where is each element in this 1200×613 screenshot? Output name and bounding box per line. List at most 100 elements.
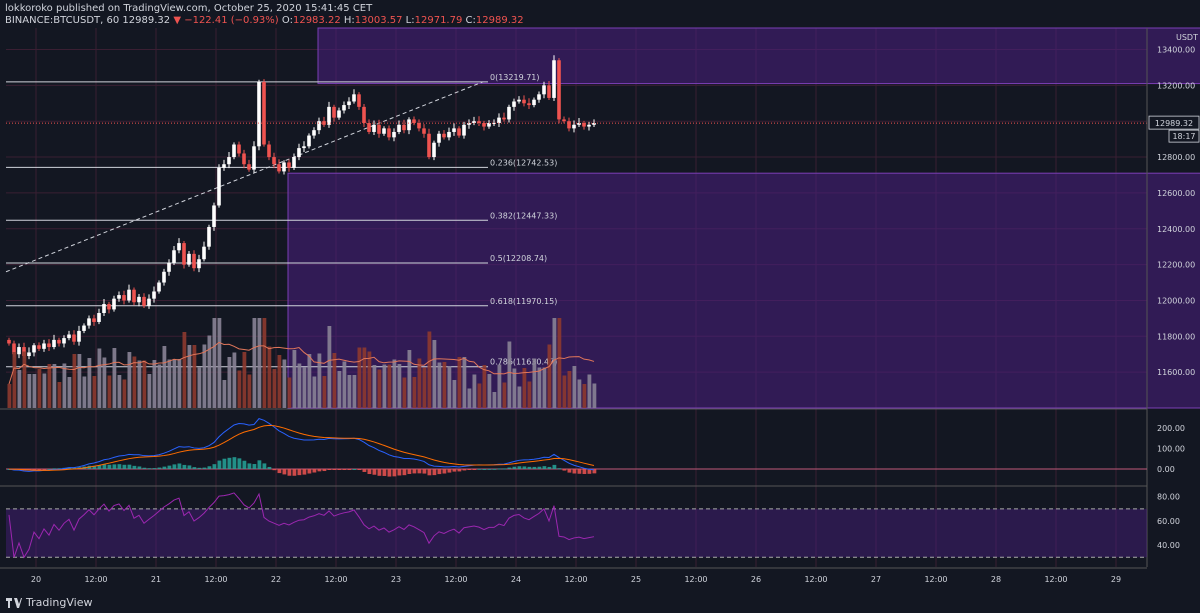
volume-bar [22,351,27,408]
symbol-name[interactable]: BINANCE:BTCUSDT, 60 [5,15,120,26]
macd-histogram-bar [417,469,422,474]
candle-body [457,128,461,136]
volume-bar [522,368,527,408]
time-axis-label: 21 [151,575,161,584]
candle-body [177,243,181,251]
time-axis-label: 25 [631,575,641,584]
time-axis-label: 12:00 [684,575,707,584]
macd-histogram-bar [267,466,272,469]
candle-body [477,121,481,123]
volume-bar [162,346,167,408]
volume-bar [12,352,17,408]
candle-body [287,162,291,168]
volume-bar [367,351,372,408]
candle-body [422,128,426,134]
volume-bar [32,374,37,408]
volume-bar [452,380,457,408]
time-axis-label: 12:00 [204,575,227,584]
candle-body [437,133,441,143]
candle-body [222,164,226,168]
volume-bar [267,346,272,408]
volume-bar [27,374,32,408]
macd-histogram-bar [287,469,292,476]
fib-level-label: 0.5(12208.74) [490,254,547,263]
volume-bar [207,335,212,408]
time-axis-label: 12:00 [924,575,947,584]
volume-bar [537,367,542,408]
price-axis-label: 13200.00 [1157,81,1195,90]
macd-histogram-bar [147,468,152,470]
volume-bar [132,356,137,408]
candle-body [427,133,431,158]
volume-bar [252,318,257,408]
candle-body [517,99,521,102]
volume-bar [517,386,522,408]
candle-body [282,162,286,172]
macd-histogram-bar [467,469,472,470]
time-axis-label: 27 [871,575,881,584]
volume-bar [387,364,392,408]
candle-body [382,128,386,134]
volume-bar [142,360,147,408]
volume-bar [82,376,87,408]
tradingview-logo[interactable]: TradingView [6,596,92,609]
candle-body [57,339,61,344]
volume-bar [552,318,557,408]
trend-line [5,81,484,273]
price-axis-label: 12400.00 [1157,225,1195,234]
macd-histogram-bar [117,464,122,469]
macd-histogram-bar [342,469,347,470]
macd-histogram-bar [507,467,512,469]
macd-histogram-bar [282,469,287,475]
time-axis-label: 12:00 [324,575,347,584]
candle-body [497,117,501,123]
macd-histogram-bar [362,469,367,472]
candle-body [407,119,411,131]
candle-body [152,291,156,299]
macd-histogram-bar [427,469,432,476]
volume-bar [412,377,417,408]
price-axis-label: 12600.00 [1157,189,1195,198]
macd-histogram-bar [92,465,97,469]
candle-body [172,250,176,263]
macd-histogram-bar [337,469,342,470]
macd-histogram-bar [367,469,372,474]
candle-body [17,347,21,355]
volume-bar [362,347,367,408]
volume-bar [557,318,562,408]
macd-histogram-bar [227,457,232,469]
fib-level-label: 0(13219.71) [490,73,540,82]
candle-body [192,253,196,269]
macd-histogram-bar [552,464,557,469]
volume-bar [422,367,427,408]
price-axis-label: 11800.00 [1157,332,1195,341]
candle-body [432,142,436,158]
candle-body [337,110,341,118]
volume-bar [107,375,112,408]
volume-bar [322,376,327,408]
candle-body [582,123,586,127]
macd-histogram-bar [307,469,312,474]
macd-histogram-bar [592,469,597,474]
candle-body [442,133,446,138]
candle-body [37,345,41,349]
volume-bar [117,375,122,408]
candle-body [572,124,576,129]
price-chart[interactable]: 0(13219.71) 0.236(12742.53) 0.382(12447.33… [0,0,1200,593]
volume-bar [282,359,287,408]
volume-bar [317,353,322,408]
macd-histogram-bar [517,466,522,469]
macd-histogram-bar [472,469,477,470]
macd-histogram-bar [317,469,322,472]
volume-bar [447,366,452,408]
macd-histogram-bar [212,464,217,469]
candle-body [577,123,581,125]
volume-bar [472,374,477,408]
macd-histogram-bar [217,460,222,469]
candle-body [7,339,11,344]
candle-body [332,106,336,118]
candle-body [452,128,456,132]
macd-histogram-bar [492,468,497,470]
macd-histogram-bar [242,460,247,469]
volume-bar [247,374,252,408]
